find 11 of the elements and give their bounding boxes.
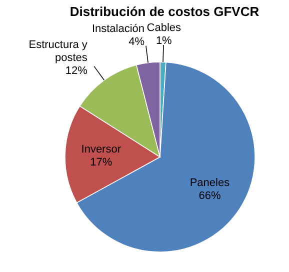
slice-label: Estructura y postes <box>28 39 88 64</box>
data-label: 1% <box>156 35 172 48</box>
slice-label: Paneles <box>190 177 230 190</box>
slice-label: Cables <box>146 22 182 34</box>
data-label: 17% <box>90 156 112 169</box>
data-label: 66% <box>198 190 221 202</box>
data-label: 4% <box>128 36 145 48</box>
chart-title: Distribución de costos GFVCR <box>70 4 260 19</box>
data-label: 12% <box>65 65 88 78</box>
slice-label: Instalación <box>92 22 145 35</box>
slice-label: Inversor <box>81 144 122 156</box>
